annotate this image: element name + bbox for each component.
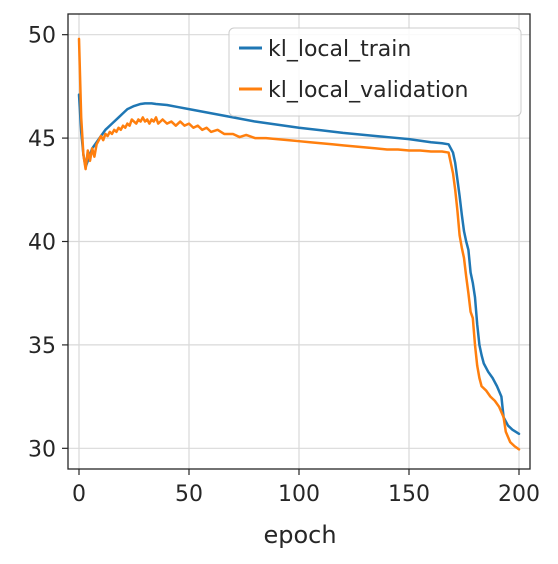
x-tick-label: 150 [388,482,430,507]
legend-label-train: kl_local_train [268,37,411,62]
y-tick-label: 40 [28,231,56,256]
legend-box [228,27,522,117]
x-tick-label: 200 [498,482,540,507]
x-axis-label: epoch [263,521,336,549]
tick-group: 0 50 100 150 200 30 35 40 45 50 [28,24,540,507]
y-tick-label: 50 [28,24,56,49]
y-tick-label: 35 [28,334,56,359]
legend-label-validation: kl_local_validation [268,78,468,103]
legend: kl_local_train kl_local_validation [228,27,522,117]
series-line-kl-local-validation [77,37,521,451]
x-tick-label: 100 [278,482,320,507]
y-tick-label: 30 [28,437,56,462]
y-tick-label: 45 [28,127,56,152]
series-line-kl-local-train [77,93,521,436]
x-tick-label: 50 [175,482,203,507]
series-group [77,37,521,451]
x-tick-label: 0 [72,482,86,507]
